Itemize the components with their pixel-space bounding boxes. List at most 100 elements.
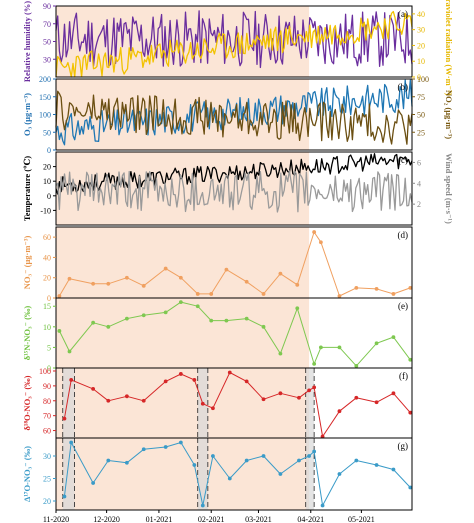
- panel-e: 0 5 10 15 δ¹⁵N-NO₃⁻ (‰) (e): [22, 297, 413, 373]
- data-point-g: [307, 454, 311, 458]
- shaded-period: [56, 368, 310, 438]
- data-point-f: [211, 406, 215, 411]
- left-axis-label: Δ¹⁷O-NO₃⁻ (‰): [22, 446, 32, 502]
- data-point-f: [141, 398, 146, 403]
- data-point-d: [295, 282, 300, 287]
- highlight-band: [305, 368, 315, 438]
- data-point-g: [374, 463, 379, 467]
- left-tick-label: 60: [43, 427, 51, 436]
- data-point-g: [227, 476, 232, 481]
- data-point-e: [278, 351, 283, 356]
- left-axis-label: δ¹⁵N-NO₃⁻ (‰): [22, 306, 32, 361]
- data-point-d: [312, 230, 317, 234]
- left-tick-label: 5: [47, 343, 51, 352]
- left-tick-label: 0: [47, 294, 51, 303]
- data-point-e: [195, 304, 200, 309]
- data-point-d: [278, 271, 283, 276]
- right-tick-label: 10: [417, 57, 425, 66]
- left-axis-label: O₃ (μg·m⁻³): [22, 93, 32, 136]
- data-point-f: [91, 386, 96, 391]
- data-point-e: [141, 313, 146, 318]
- shaded-period: [56, 227, 310, 298]
- panel-f: 60 70 80 90 100 δ¹⁸O-NO₃⁻ (‰) (f): [22, 367, 413, 439]
- data-point-d: [354, 285, 359, 290]
- x-tick-label: 03-2021: [245, 515, 272, 523]
- panel-tag: (b): [398, 82, 409, 92]
- panel-tag: (d): [398, 230, 409, 240]
- shaded-period: [56, 79, 310, 150]
- data-point-g: [337, 472, 342, 476]
- left-tick-label: 80: [43, 397, 51, 406]
- data-point-g: [297, 458, 301, 463]
- data-point-f: [69, 378, 74, 382]
- data-point-d: [163, 266, 168, 271]
- x-tick-label: 01-2021: [146, 515, 173, 523]
- shaded-period: [56, 438, 310, 510]
- data-point-f: [244, 379, 249, 384]
- data-point-f: [391, 391, 396, 396]
- right-tick-label: 30: [417, 26, 425, 35]
- data-point-e: [391, 335, 396, 340]
- panel-tag: (c): [398, 155, 408, 165]
- data-point-g: [192, 463, 197, 467]
- data-point-f: [163, 379, 168, 384]
- data-point-g: [408, 485, 413, 490]
- series-line-b-1: [55, 90, 413, 145]
- data-point-d: [178, 275, 183, 280]
- x-tick-label: 12-2020: [93, 515, 120, 523]
- left-tick-label: 20: [43, 274, 51, 283]
- data-point-f: [307, 388, 311, 393]
- data-point-g: [320, 503, 325, 508]
- series-line-g-0: [63, 442, 411, 506]
- data-point-d: [106, 281, 111, 286]
- data-point-e: [295, 306, 300, 311]
- right-tick-label: 2: [417, 200, 421, 209]
- data-point-g: [244, 458, 249, 463]
- panel-a: 30 50 70 90 Relative humidity (%) 0 10 20 30 40 Ul…: [22, 0, 454, 96]
- series-line-a-0: [55, 10, 413, 69]
- left-tick-label: -10: [40, 206, 51, 215]
- highlight-band: [197, 438, 208, 510]
- left-tick-label: 50: [43, 128, 51, 137]
- data-point-g: [261, 454, 266, 458]
- data-point-g: [178, 440, 183, 445]
- right-tick-label: 6: [417, 158, 421, 167]
- right-axis-label: Ultraviolet radiation (W·m⁻²): [444, 0, 454, 96]
- data-point-e: [163, 310, 168, 315]
- data-point-d: [91, 281, 96, 286]
- left-axis-label: Temperature (℃): [22, 156, 32, 221]
- highlight-band: [62, 368, 75, 438]
- data-point-f: [62, 416, 67, 421]
- data-point-d: [209, 292, 214, 296]
- series-line-d-0: [58, 231, 411, 297]
- left-tick-label: 0: [47, 364, 51, 373]
- data-point-e: [261, 324, 266, 329]
- left-tick-label: 25: [43, 475, 51, 484]
- data-point-e: [106, 324, 111, 329]
- data-point-g: [278, 472, 283, 476]
- left-tick-label: 10: [43, 323, 51, 332]
- data-point-g: [312, 449, 317, 454]
- data-point-e: [244, 316, 249, 321]
- series-line-c-1: [55, 170, 413, 213]
- data-point-d: [391, 292, 396, 296]
- data-point-g: [200, 503, 205, 508]
- left-tick-label: 70: [43, 20, 51, 29]
- right-tick-label: 50: [417, 111, 425, 120]
- x-tick-label: 02-2021: [198, 515, 225, 523]
- data-point-f: [278, 391, 283, 396]
- data-point-e: [209, 318, 214, 323]
- data-point-e: [124, 316, 129, 321]
- panel-tag: (g): [398, 441, 409, 451]
- left-tick-label: 40: [43, 253, 51, 262]
- right-tick-label: 40: [417, 10, 425, 19]
- left-axis-label: NO₃⁻ (μg·m⁻³): [22, 236, 32, 290]
- left-tick-label: 90: [43, 2, 51, 11]
- x-tick-label: 05-2021: [348, 515, 375, 523]
- data-point-d: [224, 267, 229, 272]
- panel-tag: (a): [398, 9, 408, 19]
- data-point-e: [374, 341, 379, 346]
- data-point-g: [354, 458, 359, 463]
- data-point-g: [391, 467, 396, 472]
- data-point-e: [224, 318, 229, 323]
